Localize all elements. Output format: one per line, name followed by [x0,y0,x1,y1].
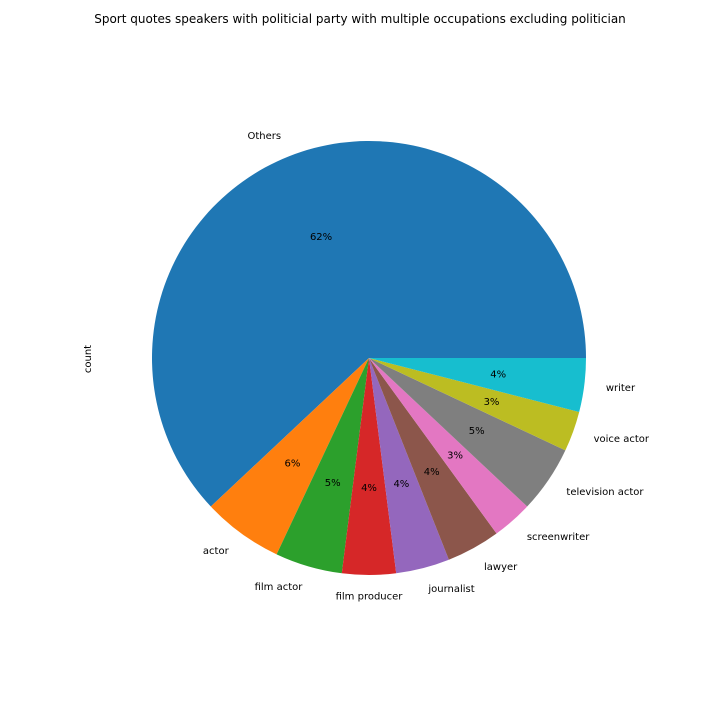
pie-slice-journalist [369,358,449,574]
pie-slice-television-actor [369,358,566,507]
pie-slice-screenwriter [369,358,528,534]
slice-label-voice-actor: voice actor [594,434,650,445]
slice-label-others: Others [248,131,282,142]
slice-label-writer: writer [606,383,636,394]
pie-slice-film-producer [341,358,397,575]
pct-label-writer: 4% [490,369,506,380]
pct-label-television-actor: 5% [469,426,485,437]
pct-label-actor: 6% [285,458,301,469]
pct-label-film-producer: 4% [361,483,377,494]
slice-label-lawyer: lawyer [484,562,518,573]
pie-slice-writer [369,358,586,412]
pie-slice-film-actor [276,358,369,574]
pct-label-lawyer: 4% [424,467,440,478]
pie-slice-actor [210,358,369,555]
pie-slice-lawyer [369,358,497,560]
pct-label-screenwriter: 3% [447,451,463,462]
pct-label-journalist: 4% [393,479,409,490]
slice-label-journalist: journalist [427,584,474,595]
pct-label-film-actor: 5% [325,478,341,489]
pct-label-voice-actor: 3% [484,397,500,408]
slice-label-film-producer: film producer [336,592,404,603]
slice-label-film-actor: film actor [255,582,304,593]
pie-slice-voice-actor [369,358,580,451]
y-axis-label: count [83,345,94,373]
chart-title: Sport quotes speakers with politicial pa… [94,12,626,26]
pie-slice-others [152,140,587,507]
slice-label-screenwriter: screenwriter [527,532,590,543]
slice-label-television-actor: television actor [566,487,644,498]
slice-label-actor: actor [203,546,230,557]
pct-label-others: 62% [310,232,332,243]
